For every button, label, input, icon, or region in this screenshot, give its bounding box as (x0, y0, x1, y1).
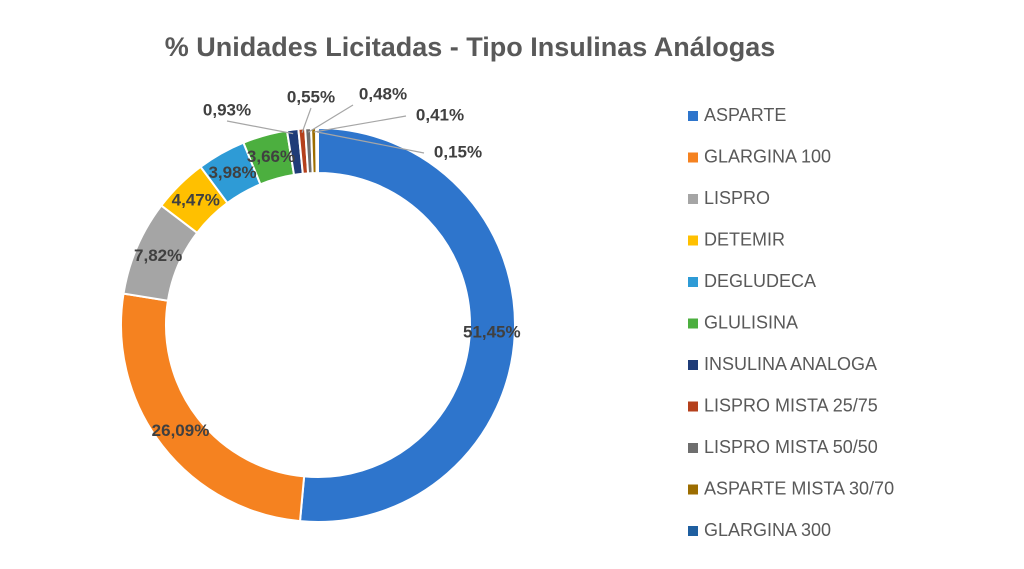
legend-swatch-asparte (688, 111, 698, 121)
legend-label-insulina-analoga: INSULINA ANALOGA (704, 354, 877, 374)
legend-label-lispro: LISPRO (704, 188, 770, 208)
data-label-lispro-mista-50-50: 0,48% (359, 84, 407, 103)
data-label-glulisina: 3,66% (247, 147, 295, 166)
slice-glargina-100 (120, 292, 306, 523)
legend-label-glulisina: GLULISINA (704, 312, 798, 332)
leader-line-glargina-300 (316, 131, 425, 154)
doughnut-ring (120, 126, 516, 523)
slice-glargina-300 (315, 126, 319, 175)
legend-label-glargina-100: GLARGINA 100 (704, 146, 831, 166)
legend: ASPARTE GLARGINA 100 LISPRO DETEMIR DEGLUDEC… (688, 105, 894, 540)
legend-swatch-degludeca (688, 277, 698, 287)
data-label-glargina-300: 0,15% (434, 142, 482, 161)
legend-swatch-glargina-100 (688, 152, 698, 163)
legend-swatch-lispro-mista-50-50 (688, 443, 698, 453)
data-label-glargina-100: 26,09% (152, 421, 210, 440)
leader-line-asparte-mista-30-70 (313, 115, 407, 133)
leader-line-lispro-mista-25-75 (301, 107, 312, 133)
leader-line-lispro-mista-50-50 (307, 104, 354, 133)
data-label-asparte: 51,45% (463, 322, 521, 341)
legend-label-lispro-mista-50-50: LISPRO MISTA 50/50 (704, 437, 878, 457)
legend-label-asparte-mista-30-70: ASPARTE MISTA 30/70 (704, 478, 894, 498)
legend-label-degludeca: DEGLUDECA (704, 271, 816, 291)
legend-swatch-glulisina (688, 318, 698, 329)
data-label-insulina-analoga: 0,93% (203, 100, 251, 119)
data-label-lispro-mista-25-75: 0,55% (287, 87, 335, 106)
legend-swatch-insulina-analoga (688, 360, 698, 370)
legend-swatch-detemir (688, 235, 698, 246)
data-label-lispro: 7,82% (134, 246, 182, 265)
data-label-asparte-mista-30-70: 0,41% (416, 105, 464, 124)
data-label-degludeca: 3,98% (208, 163, 256, 182)
leader-line-insulina-analoga (226, 120, 294, 135)
legend-label-glargina-300: GLARGINA 300 (704, 520, 831, 540)
legend-label-lispro-mista-25-75: LISPRO MISTA 25/75 (704, 395, 878, 415)
data-label-detemir: 4,47% (172, 191, 220, 210)
legend-swatch-lispro-mista-25-75 (688, 401, 698, 412)
legend-swatch-glargina-300 (688, 526, 698, 536)
leader-lines (226, 104, 425, 154)
slice-asparte (298, 126, 516, 523)
legend-label-detemir: DETEMIR (704, 229, 785, 249)
data-labels: 51,45% 26,09% 7,82% 4,47% 3,98%3,66% 0,93% 0,5… (134, 84, 521, 440)
legend-swatch-lispro (688, 194, 698, 204)
legend-label-asparte: ASPARTE (704, 105, 786, 125)
chart-title: % Unidades Licitadas - Tipo Insulinas An… (165, 32, 776, 62)
legend-swatch-asparte-mista-30-70 (688, 484, 698, 495)
